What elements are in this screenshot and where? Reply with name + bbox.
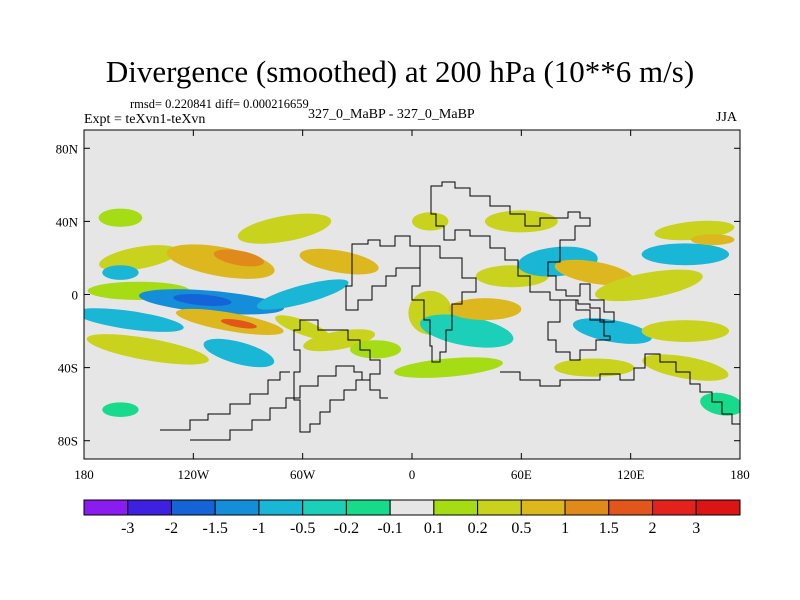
colorbar-swatch-5 bbox=[302, 499, 347, 516]
colorbar-label: -0.1 bbox=[377, 520, 402, 537]
contour-blob-15 bbox=[86, 334, 209, 365]
colorbar-label: 0.5 bbox=[511, 520, 531, 537]
colorbar-swatch-10 bbox=[520, 499, 566, 516]
contour-blob-32 bbox=[572, 318, 652, 344]
coastline-north-america bbox=[345, 235, 421, 311]
colorbar-swatch-12 bbox=[608, 499, 654, 516]
contour-blob-13 bbox=[220, 318, 257, 329]
x-axis: 180 120W 60W 0 60E 120E 180 bbox=[74, 130, 750, 482]
colorbar-label: 1.5 bbox=[599, 520, 619, 537]
colorbar-label: -0.2 bbox=[334, 520, 359, 537]
colorbar-label: -3 bbox=[121, 520, 134, 537]
contour-blob-14 bbox=[275, 315, 331, 340]
contour-blob-17 bbox=[303, 329, 376, 352]
colorbar-label: 0.2 bbox=[468, 520, 488, 537]
colorbar-swatch-3 bbox=[214, 499, 260, 516]
stats-text: rmsd= 0.220841 diff= 0.000216659 bbox=[130, 97, 309, 111]
contour-blob-34 bbox=[554, 358, 635, 377]
contour-blob-33 bbox=[641, 320, 730, 343]
coastline-eurasia bbox=[430, 181, 615, 323]
colorbar-swatch-11 bbox=[564, 499, 610, 516]
colorbar-label: 0.1 bbox=[424, 520, 444, 537]
y-tick-label: 40N bbox=[56, 214, 79, 229]
x-tick-label: 60W bbox=[290, 467, 316, 482]
x-tick-label: 60E bbox=[511, 467, 532, 482]
contour-blob-5 bbox=[237, 213, 332, 244]
contour-blob-2 bbox=[102, 265, 139, 280]
x-tick-label: 0 bbox=[409, 467, 416, 482]
coastline-south-america bbox=[293, 319, 381, 433]
colorbar-label: 2 bbox=[649, 520, 657, 537]
colorbar-swatch-8 bbox=[433, 499, 479, 516]
x-tick-label: 180 bbox=[730, 467, 750, 482]
colorbar: -3 -2 -1.5 -1 -0.5 -0.2 -0.1 0.1 0.2 0.5 1 1.5 2 3 bbox=[83, 499, 741, 537]
contour-blob-31 bbox=[448, 298, 522, 321]
colorbar-swatch-2 bbox=[170, 499, 216, 516]
colorbar-swatch-6 bbox=[345, 499, 391, 516]
colorbar-label: -0.5 bbox=[290, 520, 315, 537]
coastline-antarctica-east bbox=[500, 353, 740, 425]
y-tick-label: 40S bbox=[58, 361, 78, 376]
contour-blob-20 bbox=[412, 212, 449, 231]
contour-blob-35 bbox=[393, 357, 503, 378]
experiment-pair-label: 327_0_MaBP - 327_0_MaBP bbox=[308, 107, 475, 122]
colorbar-swatch-14 bbox=[695, 499, 741, 516]
contour-blob-3 bbox=[166, 244, 275, 279]
chart-title: Divergence (smoothed) at 200 hPa (10**6 … bbox=[105, 54, 695, 89]
experiment-label: Expt = teXvn1-teXvn bbox=[84, 112, 206, 127]
x-tick-label: 120E bbox=[617, 467, 645, 482]
coastline-africa bbox=[411, 245, 477, 363]
contour-blob-26 bbox=[595, 269, 703, 302]
colorbar-label: 1 bbox=[561, 520, 569, 537]
coastlines bbox=[160, 181, 740, 441]
contour-blob-0 bbox=[98, 208, 143, 227]
contour-blob-16 bbox=[203, 338, 275, 368]
colorbar-label: 3 bbox=[692, 520, 700, 537]
colorbar-swatch-9 bbox=[477, 499, 522, 516]
x-tick-label: 180 bbox=[74, 467, 94, 482]
y-tick-label: 80S bbox=[58, 434, 78, 449]
x-tick-label: 120W bbox=[177, 467, 210, 482]
contour-blob-10 bbox=[256, 279, 349, 310]
colorbar-label: -1.5 bbox=[203, 520, 228, 537]
colorbar-label: -1 bbox=[252, 520, 265, 537]
contour-blob-25 bbox=[554, 259, 634, 286]
colorbar-swatch-0 bbox=[83, 499, 129, 516]
contour-blob-22 bbox=[419, 314, 514, 348]
colorbar-swatch-13 bbox=[652, 499, 697, 516]
contour-blob-9 bbox=[173, 293, 232, 307]
contour-blob-4 bbox=[213, 249, 265, 267]
colorbar-swatch-4 bbox=[258, 499, 304, 516]
coastline-west-antarctic bbox=[160, 371, 290, 431]
colorbar-label: -2 bbox=[165, 520, 178, 537]
contour-blob-6 bbox=[299, 248, 379, 275]
colorbar-swatch-7 bbox=[389, 499, 435, 516]
contour-blob-1 bbox=[99, 245, 179, 271]
y-tick-label: 0 bbox=[72, 288, 79, 303]
y-tick-label: 80N bbox=[56, 141, 79, 156]
contour-blob-27 bbox=[641, 243, 730, 266]
contour-blob-36 bbox=[642, 354, 729, 381]
colorbar-swatch-1 bbox=[127, 499, 172, 516]
contour-blob-30 bbox=[484, 210, 558, 233]
season-label: JJA bbox=[716, 110, 738, 125]
y-axis: 80N 40N 0 40S 80S bbox=[56, 141, 740, 449]
contour-blob-19 bbox=[102, 402, 139, 417]
coastline-australia bbox=[547, 299, 611, 361]
contour-blob-18 bbox=[350, 340, 402, 359]
coastline-antarctica bbox=[190, 365, 388, 441]
contour-blob-11 bbox=[84, 308, 184, 332]
contour-blob-29 bbox=[690, 234, 735, 246]
